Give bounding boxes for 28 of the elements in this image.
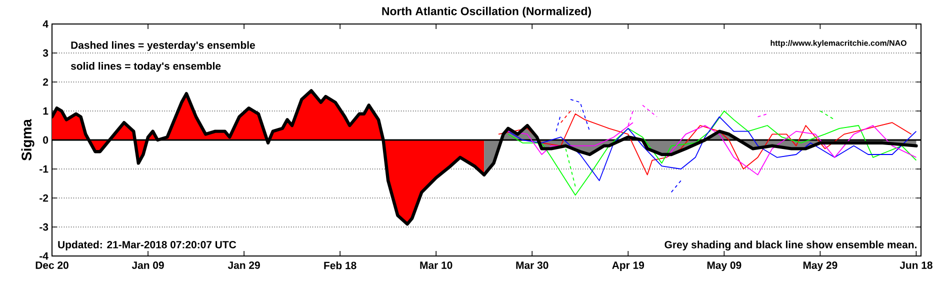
line-series — [508, 110, 917, 196]
y-tick-label: -2 — [40, 194, 48, 202]
annotation: Updated: 21-Mar-2018 07:20:07 UTC — [58, 240, 236, 250]
y-tick-label: 2 — [43, 78, 48, 86]
line-series — [508, 116, 917, 182]
x-tick-label: Mar 10 — [420, 262, 452, 269]
x-tick-label: Mar 30 — [516, 262, 548, 269]
line-series — [498, 113, 912, 176]
annotation: solid lines = today's ensemble — [70, 62, 221, 72]
y-tick-label: 4 — [42, 20, 48, 28]
x-tick-label: May 09 — [707, 262, 742, 271]
y-tick-label: 3 — [42, 49, 48, 57]
y-tick-label: -4 — [40, 252, 48, 260]
y-tick-label: 1 — [43, 107, 48, 115]
y-axis-title: Sigma — [21, 118, 34, 161]
x-tick-label: May 29 — [803, 262, 838, 271]
x-tick-label: Jan 09 — [132, 262, 164, 269]
annotation: Dashed lines = yesterday's ensemble — [71, 41, 255, 51]
x-tick-label: Jun 18 — [900, 262, 932, 269]
x-tick-label: Feb 18 — [324, 262, 356, 270]
y-tick-label: 0 — [43, 136, 48, 144]
chart-title: North Atlantic Oscillation (Normalized) — [382, 6, 591, 18]
x-tick-label: Apr 19 — [612, 262, 644, 271]
x-tick-label: Dec 20 — [36, 262, 68, 269]
y-tick-label: -1 — [40, 165, 48, 173]
y-tick-label: -3 — [40, 223, 48, 231]
x-tick-label: Jan 29 — [228, 262, 260, 269]
annotation: Grey shading and black line show ensemble mean. — [664, 240, 916, 250]
